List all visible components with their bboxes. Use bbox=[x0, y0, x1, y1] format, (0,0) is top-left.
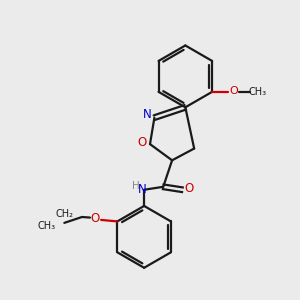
Text: O: O bbox=[229, 86, 238, 96]
Text: O: O bbox=[184, 182, 194, 195]
Text: CH₂: CH₂ bbox=[55, 209, 73, 219]
Text: N: N bbox=[143, 108, 152, 121]
Text: O: O bbox=[91, 212, 100, 225]
Text: N: N bbox=[138, 183, 147, 196]
Text: O: O bbox=[137, 136, 146, 149]
Text: H: H bbox=[132, 181, 140, 191]
Text: CH₃: CH₃ bbox=[249, 87, 267, 97]
Text: CH₃: CH₃ bbox=[38, 221, 56, 231]
